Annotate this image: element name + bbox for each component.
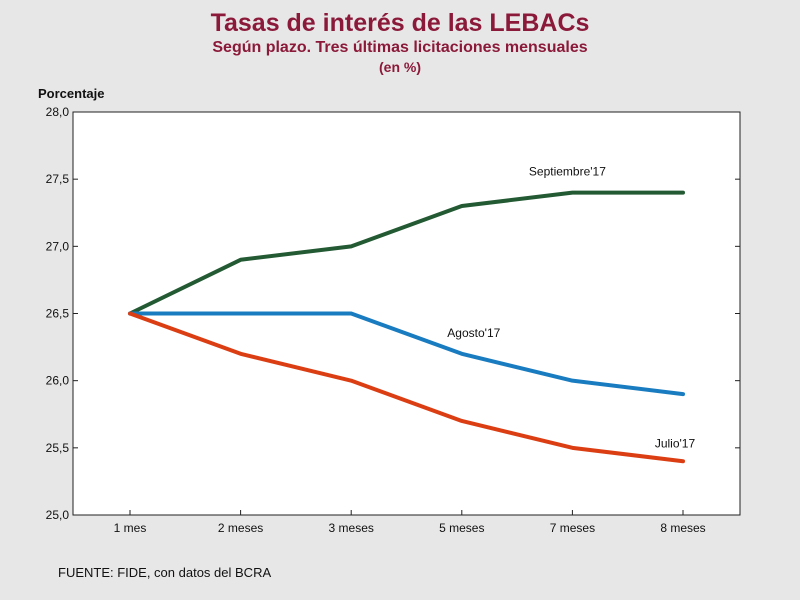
series-line (128, 190, 685, 316)
y-tick-label: 28,0 (46, 105, 70, 119)
series-line (128, 311, 685, 397)
series-label: Agosto'17 (447, 326, 500, 340)
x-axis: 1 mes 2 meses 3 meses 5 meses 7 meses 8 meses (114, 510, 706, 535)
chart-unit: (en %) (379, 59, 421, 75)
series-label: Septiembre'17 (529, 165, 606, 179)
y-tick-label: 25,5 (46, 441, 70, 455)
x-tick-label: 8 meses (660, 521, 705, 535)
y-tick-label: 26,0 (46, 374, 70, 388)
series-labels: Septiembre'17 Agosto'17 Julio'17 (447, 165, 695, 451)
x-tick-label: 7 meses (550, 521, 595, 535)
chart-subtitle: Según plazo. Tres últimas licitaciones m… (212, 39, 588, 56)
x-tick-label: 2 meses (218, 521, 263, 535)
x-tick-label: 1 mes (114, 521, 147, 535)
y-tick-label: 27,5 (46, 172, 70, 186)
y-tick-label: 27,0 (46, 239, 70, 253)
series-lines (128, 190, 685, 464)
series-label: Julio'17 (655, 436, 696, 450)
y-axis-label: Porcentaje (38, 86, 105, 101)
y-tick-label: 25,0 (46, 508, 70, 522)
x-tick-label: 5 meses (439, 521, 484, 535)
series-line (128, 311, 685, 464)
y-axis: 25,0 25,5 26,0 26,5 27,0 27,5 28,0 (46, 105, 740, 522)
x-tick-label: 3 meses (329, 521, 374, 535)
chart-title: Tasas de interés de las LEBACs (210, 9, 590, 37)
y-tick-label: 26,5 (46, 307, 70, 321)
source-note: FUENTE: FIDE, con datos del BCRA (58, 565, 272, 580)
